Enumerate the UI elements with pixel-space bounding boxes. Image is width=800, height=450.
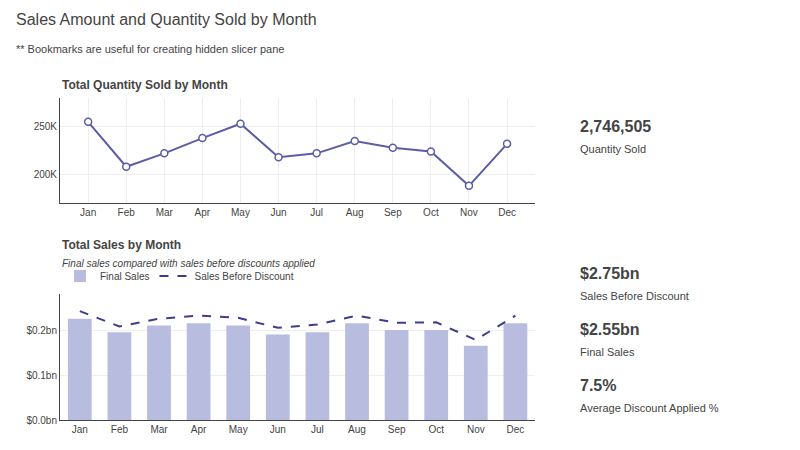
svg-text:Final sales compared with sale: Final sales compared with sales before d…	[62, 258, 315, 269]
svg-text:May: May	[231, 207, 250, 218]
svg-text:Final Sales: Final Sales	[580, 346, 635, 358]
svg-text:Nov: Nov	[460, 207, 478, 218]
svg-text:200K: 200K	[34, 169, 58, 180]
svg-text:7.5%: 7.5%	[580, 377, 616, 394]
svg-text:$2.55bn: $2.55bn	[580, 321, 640, 338]
svg-text:Jun: Jun	[270, 424, 286, 435]
svg-text:Total Quantity Sold by Month: Total Quantity Sold by Month	[62, 78, 228, 92]
svg-text:Sep: Sep	[388, 424, 406, 435]
svg-text:Quantity Sold: Quantity Sold	[580, 143, 646, 155]
svg-text:250K: 250K	[34, 121, 58, 132]
svg-text:Feb: Feb	[111, 424, 129, 435]
svg-text:Dec: Dec	[498, 207, 516, 218]
svg-text:Sales Before Discount: Sales Before Discount	[194, 271, 293, 282]
svg-text:Jul: Jul	[311, 424, 324, 435]
svg-text:Jun: Jun	[270, 207, 286, 218]
svg-text:$0.2bn: $0.2bn	[26, 325, 57, 336]
svg-text:$0.1bn: $0.1bn	[26, 370, 57, 381]
svg-text:Total Sales by Month: Total Sales by Month	[62, 238, 181, 252]
svg-text:Dec: Dec	[507, 424, 525, 435]
svg-text:** Bookmarks are useful for cr: ** Bookmarks are useful for creating hid…	[16, 43, 284, 55]
svg-text:2,746,505: 2,746,505	[580, 118, 651, 135]
svg-text:$0.0bn: $0.0bn	[26, 415, 57, 426]
svg-text:Apr: Apr	[191, 424, 207, 435]
svg-text:Feb: Feb	[118, 207, 136, 218]
svg-text:Aug: Aug	[346, 207, 364, 218]
svg-text:Mar: Mar	[150, 424, 168, 435]
svg-text:Jan: Jan	[80, 207, 96, 218]
svg-text:Average Discount Applied %: Average Discount Applied %	[580, 402, 719, 414]
svg-text:Sales Amount and Quantity Sold: Sales Amount and Quantity Sold by Month	[16, 11, 317, 28]
svg-text:Aug: Aug	[348, 424, 366, 435]
svg-text:Nov: Nov	[467, 424, 485, 435]
svg-text:Sep: Sep	[384, 207, 402, 218]
svg-text:Oct: Oct	[428, 424, 444, 435]
svg-text:Jul: Jul	[310, 207, 323, 218]
svg-text:May: May	[229, 424, 248, 435]
svg-text:Mar: Mar	[156, 207, 174, 218]
svg-text:Jan: Jan	[72, 424, 88, 435]
svg-text:Apr: Apr	[195, 207, 211, 218]
svg-text:Final Sales: Final Sales	[100, 271, 149, 282]
svg-text:Sales Before Discount: Sales Before Discount	[580, 290, 689, 302]
svg-text:$2.75bn: $2.75bn	[580, 265, 640, 282]
svg-text:Oct: Oct	[423, 207, 439, 218]
